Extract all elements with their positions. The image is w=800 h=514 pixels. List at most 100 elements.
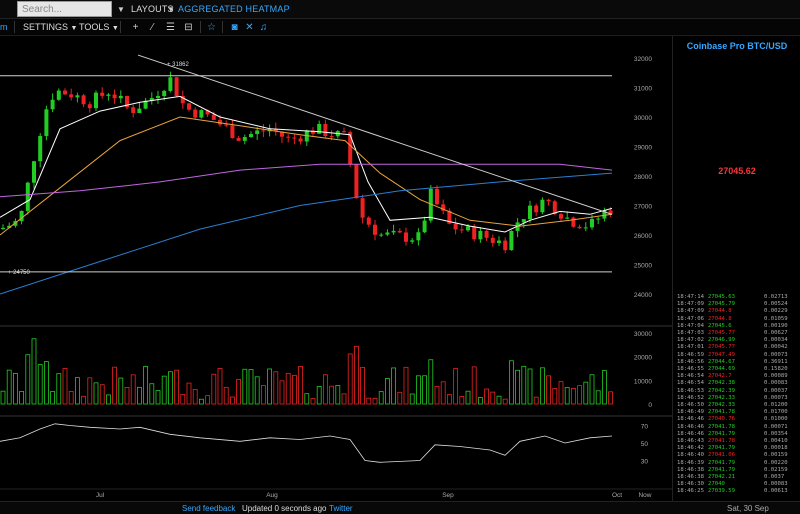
- chevron-down-icon: ▼: [70, 25, 78, 32]
- trade-price: 27040.76: [708, 416, 735, 423]
- trade-size: 0.00190: [764, 322, 788, 329]
- volume-bar: [291, 374, 297, 405]
- tools-menu[interactable]: TOOLS ▼: [79, 22, 119, 32]
- volume-bar: [37, 364, 43, 405]
- trade-row: 18:46:39 27041.79 0.00220: [677, 460, 799, 467]
- trendline-icon[interactable]: ⁄: [151, 22, 154, 33]
- candle-body: [559, 214, 563, 219]
- trade-price: 27041.79: [708, 459, 735, 466]
- trade-time: 18:46:49: [677, 409, 704, 416]
- trade-price: 27042.7: [708, 373, 732, 380]
- fullscreen-icon[interactable]: ✕: [245, 22, 254, 33]
- trade-size: 0.00613: [764, 488, 788, 495]
- chart-canvas[interactable]: + 31862 + 24750 32000 31000 30000 29000 28000…: [0, 36, 672, 501]
- candle-body: [311, 130, 315, 134]
- volume-tick-label: 0: [648, 402, 652, 409]
- candle-body: [125, 95, 129, 108]
- candle-body: [162, 90, 167, 97]
- search-dropdown-icon[interactable]: ▼: [117, 5, 125, 14]
- candle-body: [118, 95, 123, 99]
- aggregated-heatmap-link[interactable]: AGGREGATED HEATMAP: [178, 4, 290, 14]
- volume-bar: [31, 338, 37, 405]
- candle-body: [236, 138, 241, 141]
- price-tick-label: 32000: [634, 56, 652, 63]
- volume-bar: [155, 390, 161, 405]
- trade-size: 0.01059: [764, 315, 788, 322]
- volume-bar: [329, 385, 335, 405]
- twitter-link[interactable]: Twitter: [329, 504, 353, 513]
- trade-row: 18:46:49 27041.78 0.01700: [677, 409, 799, 416]
- candle-body: [38, 135, 43, 162]
- trade-row: 18:46:53 27042.39 0.00037: [677, 388, 799, 395]
- ruler-icon[interactable]: ⊟: [184, 22, 193, 33]
- volume-bar: [223, 386, 229, 405]
- sma-fast-line: [0, 95, 613, 233]
- time-tick-label: Sep: [442, 492, 454, 499]
- candle-body: [205, 110, 210, 115]
- candle-body: [50, 99, 55, 110]
- trade-time: 18:46:46: [677, 416, 704, 423]
- trade-time: 18:46:30: [677, 481, 704, 488]
- settings-label: SETTINGS: [23, 22, 69, 32]
- settings-menu[interactable]: SETTINGS ▼: [23, 22, 77, 32]
- candle-body: [193, 109, 198, 118]
- candle-body: [261, 130, 266, 132]
- candle-body: [472, 226, 477, 240]
- candle-body: [218, 119, 222, 125]
- trade-time: 18:46:55: [677, 366, 704, 373]
- volume-bar: [484, 388, 490, 405]
- trade-time: 18:47:02: [677, 337, 704, 344]
- trade-time: 18:46:52: [677, 394, 704, 401]
- trade-time: 18:46:59: [677, 351, 704, 358]
- volume-bar: [527, 368, 533, 405]
- volume-bars: [0, 338, 613, 405]
- volume-bar: [44, 361, 49, 405]
- candle-body: [540, 199, 545, 213]
- volume-bar: [533, 396, 539, 405]
- candle-body: [273, 128, 278, 132]
- star-icon[interactable]: ☆: [207, 22, 216, 33]
- divider: [222, 21, 223, 33]
- drawings: + 31862 + 24750: [0, 54, 613, 276]
- time-tick-label: Jul: [96, 492, 105, 499]
- top-bar: ▼ LAYOUTS ▼ AGGREGATED HEATMAP: [0, 0, 800, 19]
- divider: [120, 21, 121, 33]
- candle-body: [503, 240, 508, 251]
- trade-size: 0.01000: [764, 416, 788, 423]
- trade-price: 27041.79: [708, 430, 735, 437]
- crosshair-icon[interactable]: +: [132, 22, 139, 33]
- layouts-menu[interactable]: LAYOUTS: [131, 4, 174, 14]
- candle-body: [317, 123, 322, 134]
- market-panel: Coinbase Pro BTC/USD 27045.62 18:47:14 27…: [672, 36, 800, 501]
- volume-bar: [167, 371, 173, 405]
- trade-price: 27044.69: [708, 366, 735, 373]
- trade-time: 18:46:53: [677, 387, 704, 394]
- volume-bar: [422, 375, 428, 405]
- trade-price: 27044.67: [708, 358, 735, 365]
- rsi-tick-label: 70: [641, 424, 649, 431]
- volume-bar: [558, 381, 564, 405]
- datetime: Sat, 30 Sep 18:47:16: [727, 504, 769, 514]
- trade-row: 18:46:38 27041.79 0.02159: [677, 467, 799, 474]
- volume-bar: [589, 374, 595, 405]
- hlines-icon[interactable]: ☰: [166, 22, 175, 33]
- camera-icon[interactable]: ◙: [231, 22, 238, 33]
- candle-body: [180, 96, 185, 104]
- candle-body: [1, 227, 5, 230]
- candle-body: [404, 232, 408, 242]
- send-feedback-link[interactable]: Send feedback: [182, 504, 236, 513]
- trade-row: 18:46:50 27042.33 0.01200: [677, 402, 799, 409]
- price-chart[interactable]: + 31862 + 24750 32000 31000 30000 29000 28000…: [0, 36, 672, 501]
- volume-bar: [19, 391, 25, 405]
- volume-bar: [198, 398, 204, 405]
- volume-bar: [397, 391, 403, 405]
- search-input[interactable]: [17, 1, 112, 17]
- bell-icon[interactable]: ♫: [259, 22, 268, 33]
- candle-body: [211, 114, 216, 120]
- volume-bar: [508, 360, 514, 405]
- trade-row: 18:47:03 27045.77 0.00627: [677, 330, 799, 337]
- trade-size: 0.00083: [764, 481, 788, 488]
- trade-size: 0.00524: [764, 301, 788, 308]
- candle-body: [441, 204, 446, 211]
- candle-body: [230, 125, 235, 139]
